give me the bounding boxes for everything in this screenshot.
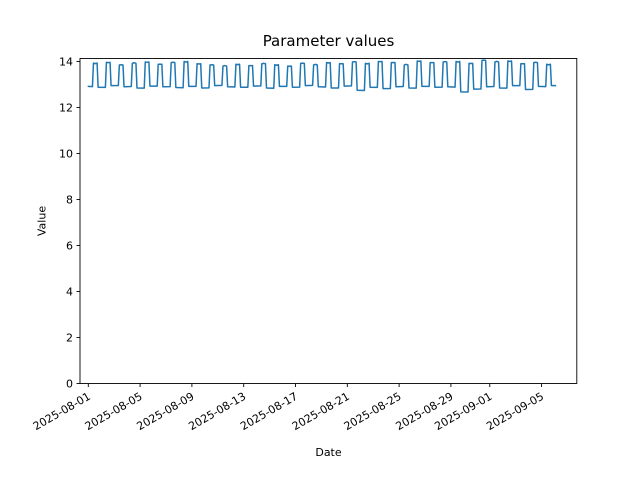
y-tick-label: 4 bbox=[66, 285, 73, 298]
y-tick-label: 10 bbox=[59, 147, 73, 160]
x-tick-label: 2025-09-05 bbox=[484, 390, 546, 433]
chart-title: Parameter values bbox=[262, 32, 395, 50]
series-line bbox=[87, 59, 557, 93]
y-tick-label: 0 bbox=[66, 377, 73, 390]
x-tick-label: 2025-08-17 bbox=[238, 390, 300, 433]
plot-spines bbox=[79, 58, 578, 384]
x-tick-label: 2025-08-21 bbox=[290, 390, 352, 433]
y-tick-label: 6 bbox=[66, 239, 73, 252]
x-tick-label: 2025-08-25 bbox=[342, 390, 404, 433]
x-tick-label: 2025-08-05 bbox=[83, 390, 145, 433]
y-tick-label: 8 bbox=[66, 193, 73, 206]
x-tick-label: 2025-08-09 bbox=[135, 390, 197, 433]
y-tick-label: 12 bbox=[59, 101, 73, 114]
x-tick-label: 2025-08-01 bbox=[31, 390, 93, 433]
x-axis-label: Date bbox=[315, 446, 342, 459]
y-axis-label: Value bbox=[35, 205, 49, 237]
x-tick-label: 2025-08-13 bbox=[186, 390, 248, 433]
y-tick-label: 2 bbox=[66, 331, 73, 344]
y-tick-label: 14 bbox=[59, 55, 73, 68]
